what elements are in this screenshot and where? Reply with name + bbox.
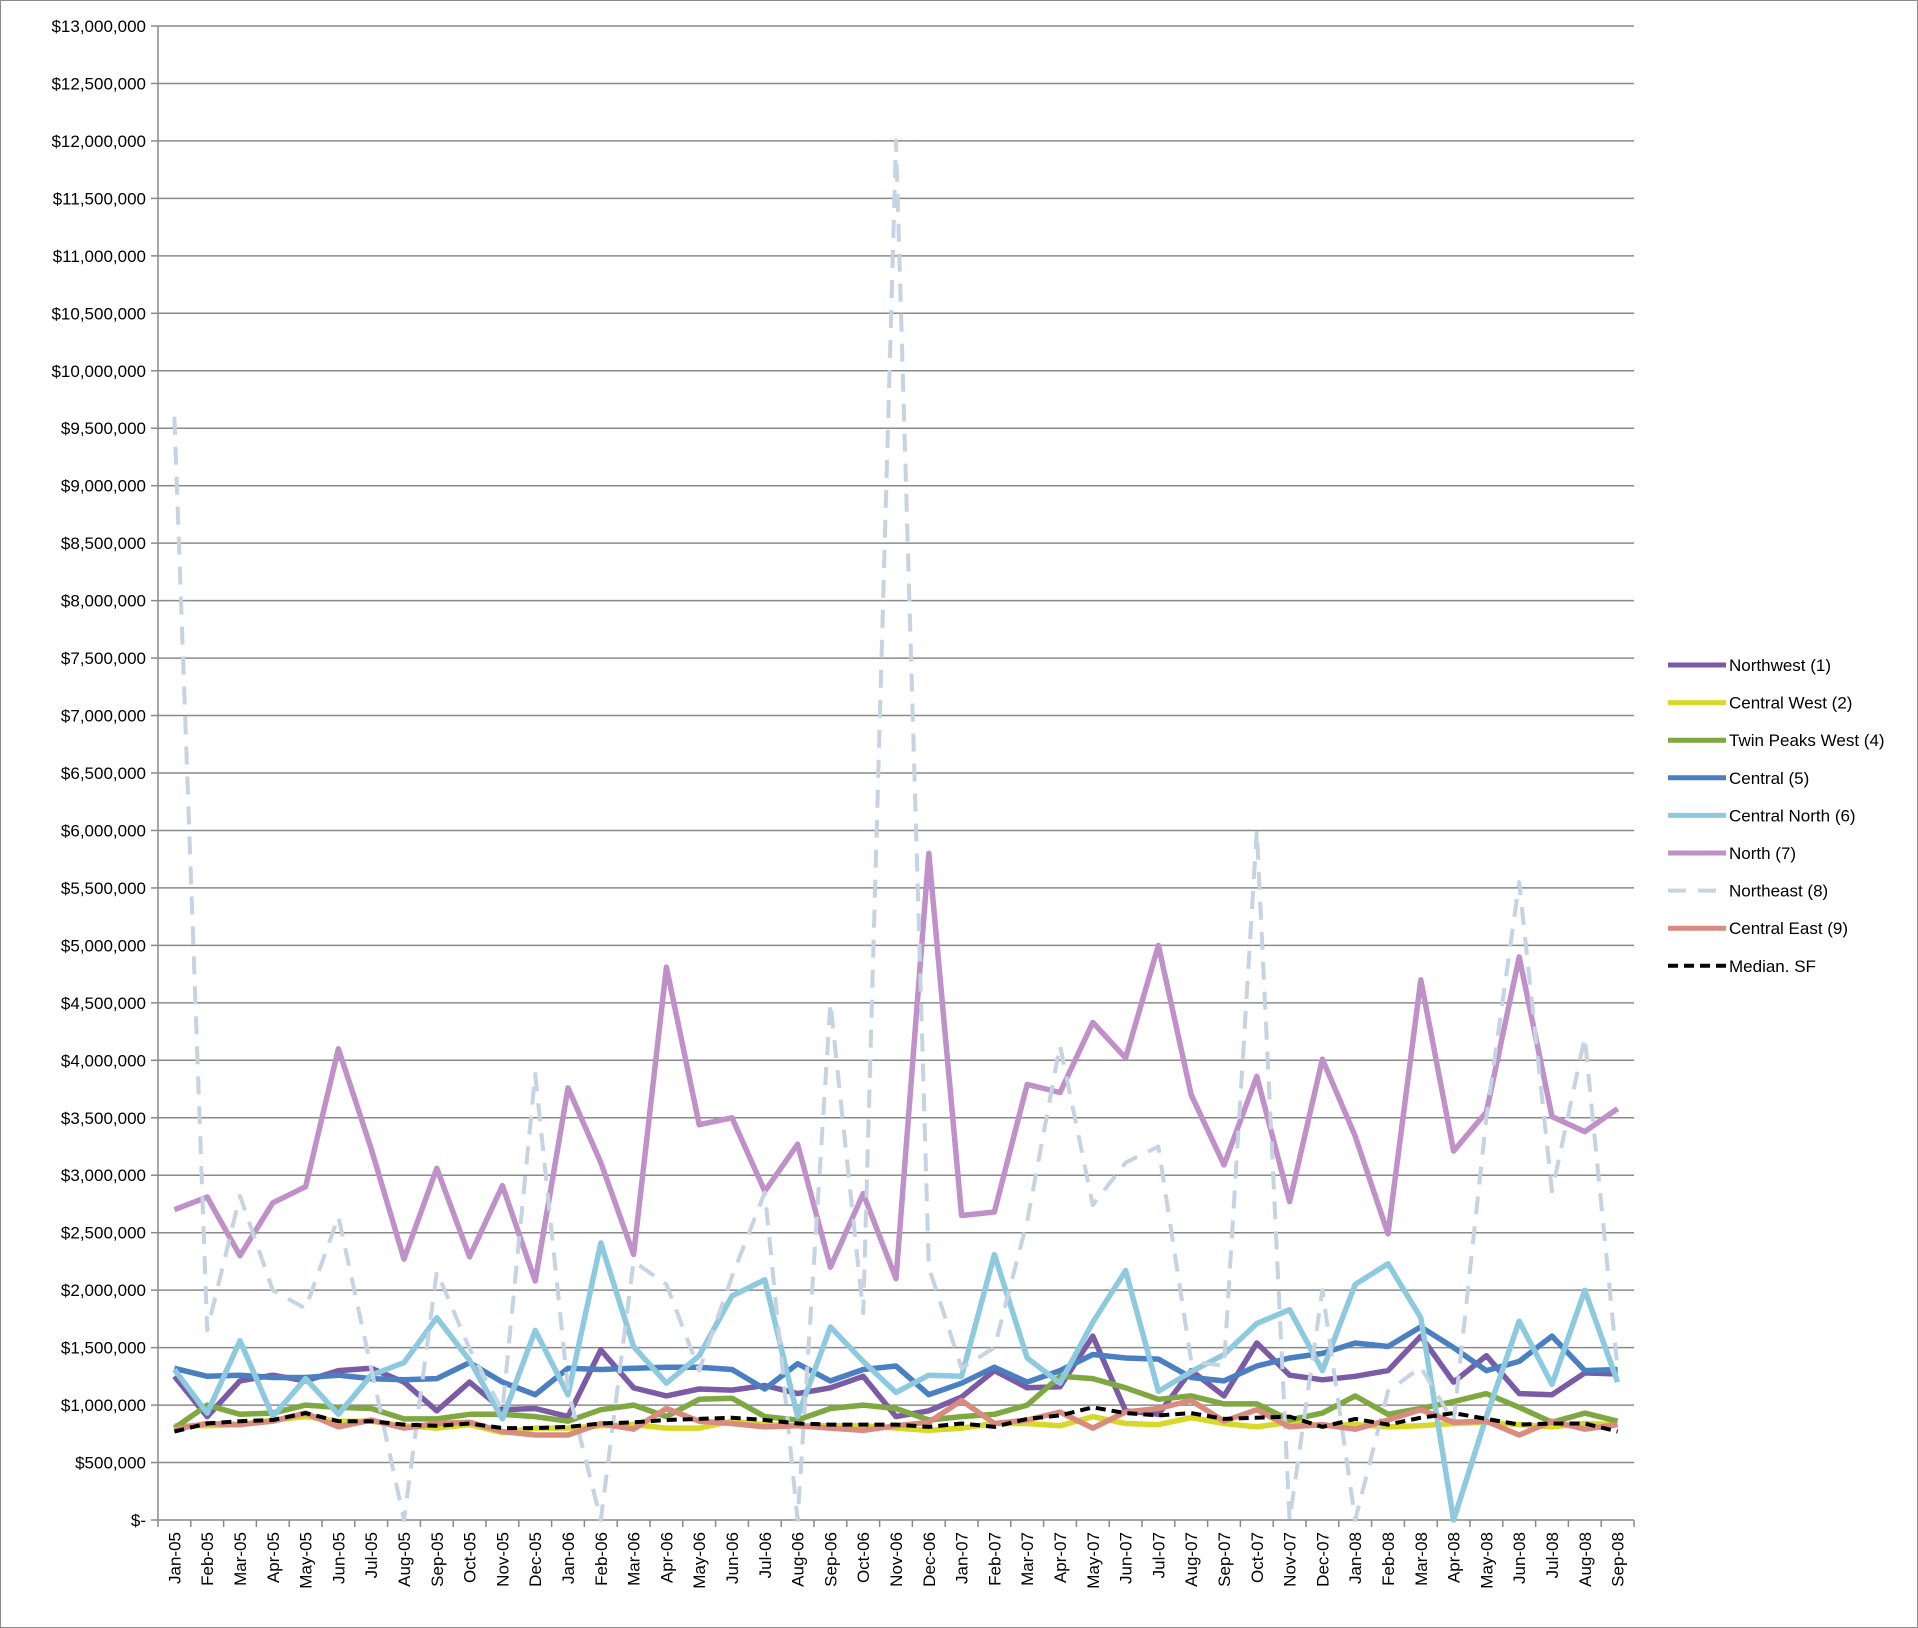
legend: Northwest (1) Central West (2) Twin Peaks …	[1668, 656, 1885, 976]
x-tick-label: Apr-05	[264, 1532, 283, 1583]
x-tick-label: Aug-07	[1182, 1532, 1201, 1587]
y-tick-label: $2,000,000	[61, 1281, 146, 1300]
x-tick-label: Sep-08	[1609, 1532, 1628, 1587]
x-axis: Jan-05 Feb-05 Mar-05 Apr-05 May-05 Jun-05 Jul-…	[157, 1519, 1635, 1589]
gridlines	[158, 25, 1634, 1464]
y-tick-label: $500,000	[75, 1454, 146, 1473]
x-tick-label: Feb-05	[198, 1532, 217, 1586]
legend-entry-label: Central North (6)	[1729, 806, 1856, 825]
y-tick-label: $8,500,000	[61, 534, 146, 553]
y-tick-label: $11,500,000	[53, 189, 146, 208]
series-line	[172, 1240, 1621, 1523]
y-tick-label: $1,000,000	[61, 1396, 146, 1415]
x-tick-label: Apr-06	[657, 1532, 676, 1583]
x-tick-label: Feb-08	[1379, 1532, 1398, 1586]
legend-entry-label: Twin Peaks West (4)	[1729, 731, 1885, 750]
y-tick-label: $5,000,000	[61, 936, 146, 955]
y-tick-label: $1,500,000	[61, 1339, 146, 1358]
x-tick-label: Jul-08	[1543, 1532, 1562, 1578]
y-axis: $- $500,000 $1,000,000 $1,500,000 $2,000,000…	[51, 17, 159, 1530]
y-tick-label: $2,500,000	[61, 1224, 146, 1243]
y-tick-label: $6,500,000	[61, 764, 146, 783]
y-tick-label: $12,000,000	[51, 132, 146, 151]
y-tick-label: $11,000,000	[53, 247, 146, 266]
y-tick-label: $9,000,000	[61, 477, 146, 496]
y-tick-label: $10,500,000	[51, 304, 146, 323]
x-tick-label: Dec-05	[526, 1532, 545, 1587]
x-tick-label: Nov-07	[1281, 1532, 1300, 1587]
series-line	[172, 1333, 1618, 1420]
x-tick-label: Sep-05	[428, 1532, 447, 1587]
x-tick-label: Mar-06	[625, 1532, 644, 1586]
y-tick-label: $6,000,000	[61, 821, 146, 840]
x-tick-label: Aug-05	[395, 1532, 414, 1587]
y-tick-label: $3,000,000	[61, 1166, 146, 1185]
legend-entry-label: Central West (2)	[1729, 694, 1852, 713]
x-tick-label: Apr-08	[1445, 1532, 1464, 1583]
x-tick-label: Mar-08	[1412, 1532, 1431, 1586]
y-tick-label: $7,000,000	[61, 707, 146, 726]
y-tick-label: $3,500,000	[61, 1109, 146, 1128]
x-tick-label: Dec-07	[1313, 1532, 1332, 1587]
x-tick-label: Oct-05	[461, 1532, 480, 1583]
x-tick-label: Jun-05	[329, 1532, 348, 1584]
x-tick-label: Aug-06	[789, 1532, 808, 1587]
x-tick-label: Mar-07	[1018, 1532, 1037, 1586]
legend-entry-label: North (7)	[1729, 844, 1796, 863]
series-line	[172, 1373, 1619, 1431]
y-tick-label: $10,000,000	[51, 362, 146, 381]
x-tick-label: Jul-06	[756, 1532, 775, 1578]
x-tick-label: Dec-06	[920, 1532, 939, 1587]
x-tick-label: Apr-07	[1051, 1532, 1070, 1583]
y-tick-label: $5,500,000	[61, 879, 146, 898]
x-tick-label: May-08	[1477, 1532, 1496, 1589]
x-tick-label: Jun-07	[1117, 1532, 1136, 1584]
x-tick-label: Aug-08	[1576, 1532, 1595, 1587]
series-line	[172, 138, 1620, 1522]
series-line	[173, 1324, 1618, 1398]
x-tick-label: Nov-05	[493, 1532, 512, 1587]
x-tick-label: Jun-08	[1510, 1532, 1529, 1584]
legend-entry-label: Median. SF	[1729, 957, 1816, 976]
x-tick-label: Jan-08	[1346, 1532, 1365, 1584]
x-tick-label: Feb-07	[985, 1532, 1004, 1586]
x-tick-label: Jan-06	[559, 1532, 578, 1584]
series-lines	[172, 138, 1621, 1523]
x-tick-label: Jan-07	[953, 1532, 972, 1584]
y-tick-label: $4,500,000	[61, 994, 146, 1013]
x-tick-label: Jul-07	[1149, 1532, 1168, 1578]
x-tick-label: Sep-06	[821, 1532, 840, 1587]
legend-entry-label: Northeast (8)	[1729, 882, 1828, 901]
y-tick-label: $7,500,000	[61, 649, 146, 668]
x-tick-label: Jan-05	[165, 1532, 184, 1584]
y-tick-label: $-	[131, 1511, 146, 1530]
legend-entry-label: Central (5)	[1729, 769, 1809, 788]
x-tick-label: Jun-06	[723, 1532, 742, 1584]
y-tick-label: $4,000,000	[61, 1051, 146, 1070]
x-tick-label: Oct-06	[854, 1532, 873, 1583]
x-tick-label: Feb-06	[592, 1532, 611, 1586]
x-tick-label: Jul-05	[362, 1532, 381, 1578]
y-tick-label: $12,500,000	[51, 74, 146, 93]
x-tick-label: May-05	[297, 1532, 316, 1589]
x-tick-label: Sep-07	[1215, 1532, 1234, 1587]
legend-entry-label: Northwest (1)	[1729, 656, 1831, 675]
y-tick-label: $13,000,000	[51, 17, 146, 36]
x-tick-label: Oct-07	[1248, 1532, 1267, 1583]
x-tick-label: May-07	[1084, 1532, 1103, 1589]
legend-entry-label: Central East (9)	[1729, 919, 1848, 938]
x-tick-label: Nov-06	[887, 1532, 906, 1587]
series-line	[173, 1405, 1619, 1434]
series-line	[173, 850, 1620, 1284]
y-tick-label: $8,000,000	[61, 592, 146, 611]
x-tick-label: May-06	[690, 1532, 709, 1589]
x-tick-label: Mar-05	[231, 1532, 250, 1586]
y-tick-label: $9,500,000	[61, 419, 146, 438]
